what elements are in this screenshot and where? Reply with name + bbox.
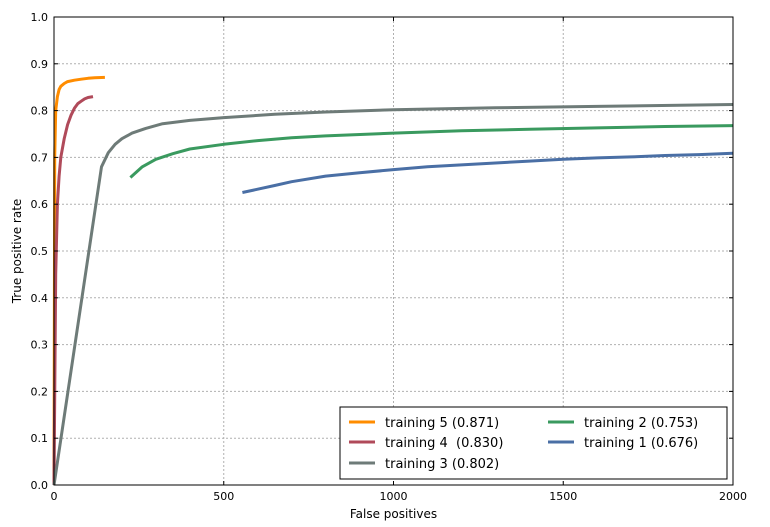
y-tick-label: 0.8 (31, 105, 49, 118)
y-tick-label: 0.3 (31, 339, 49, 352)
legend-box (339, 406, 728, 480)
y-tick-label: 0.9 (31, 58, 49, 71)
legend-label: training 2 (0.753) (584, 416, 698, 431)
x-tick-label: 1000 (380, 490, 408, 503)
y-tick-label: 0.7 (31, 151, 49, 164)
y-tick-label: 0.0 (31, 479, 49, 492)
legend-label: training 5 (0.871) (385, 416, 499, 431)
y-tick-label: 0.4 (31, 292, 49, 305)
series-group (52, 75, 734, 486)
series-line-3 (52, 103, 734, 486)
legend-label: training 3 (0.802) (385, 457, 499, 472)
x-tick-label: 0 (51, 490, 58, 503)
y-tick-label: 0.5 (31, 245, 49, 258)
series-line-5 (242, 151, 734, 194)
y-tick-label: 0.1 (31, 432, 49, 445)
series-line-2 (52, 95, 94, 486)
series-line-4 (129, 124, 734, 179)
x-axis-label: False positives (350, 507, 437, 521)
x-tick-label: 500 (213, 490, 234, 503)
y-axis-label: True positive rate (10, 199, 24, 305)
grid (54, 17, 733, 485)
x-tick-label: 2000 (719, 490, 747, 503)
y-tick-label: 0.6 (31, 198, 49, 211)
y-tick-label: 0.2 (31, 385, 49, 398)
legend-label: training 4 (0.830) (385, 436, 503, 451)
ticks: 0 500 1000 1500 2000 0.0 0.1 0.2 0.3 0.4 0.5 0.6 0.7… (31, 11, 748, 503)
legend: training 5 (0.871) training 2 (0.753) trai… (339, 406, 728, 480)
legend-label: training 1 (0.676) (584, 436, 698, 451)
y-tick-label: 1.0 (31, 11, 49, 24)
x-tick-label: 1500 (549, 490, 577, 503)
